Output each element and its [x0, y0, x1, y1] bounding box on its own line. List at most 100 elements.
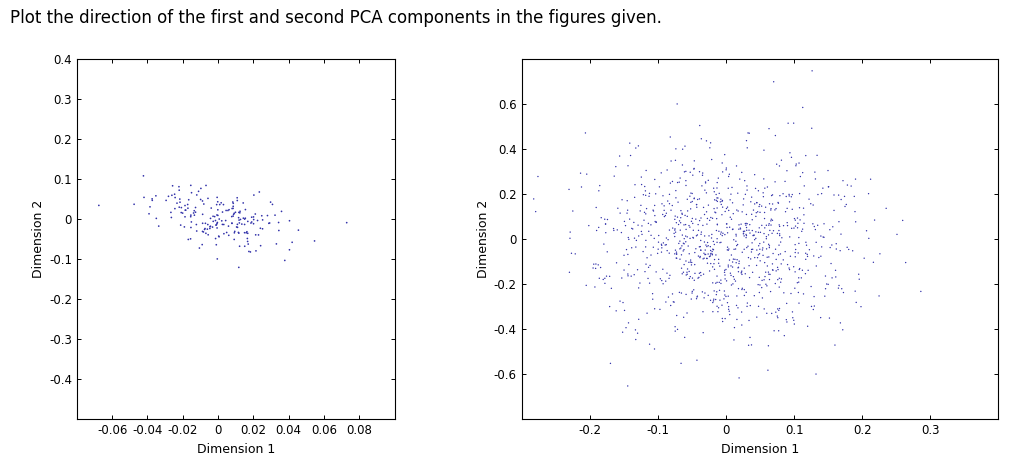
Point — [663, 206, 679, 214]
Point — [646, 235, 663, 242]
Point — [689, 356, 706, 364]
Point — [777, 178, 794, 185]
Point — [200, 231, 216, 238]
Point — [718, 164, 734, 172]
Point — [692, 246, 709, 254]
Point — [252, 225, 268, 232]
Point — [681, 275, 697, 283]
Point — [713, 230, 729, 238]
Point — [682, 258, 698, 266]
Point — [225, 212, 242, 220]
Point — [195, 228, 211, 235]
Point — [760, 231, 776, 239]
Point — [637, 182, 653, 190]
Point — [699, 239, 716, 246]
Point — [620, 382, 636, 390]
Point — [718, 166, 734, 173]
Point — [871, 250, 888, 257]
Point — [739, 129, 756, 137]
Point — [750, 281, 766, 289]
Point — [195, 219, 211, 227]
Point — [607, 163, 624, 171]
Point — [701, 144, 718, 152]
Point — [669, 100, 685, 108]
Point — [665, 224, 681, 232]
Point — [695, 308, 712, 316]
Point — [757, 209, 773, 216]
Point — [837, 203, 853, 210]
Point — [746, 200, 763, 208]
Point — [821, 226, 838, 234]
Point — [672, 227, 688, 234]
Point — [561, 268, 578, 276]
Point — [614, 328, 631, 336]
Point — [208, 221, 224, 229]
Point — [724, 258, 740, 266]
Point — [209, 219, 225, 226]
Point — [770, 327, 786, 335]
Point — [616, 307, 633, 314]
Point — [748, 185, 764, 192]
Point — [682, 235, 698, 242]
Point — [693, 230, 710, 238]
Point — [618, 210, 635, 217]
Point — [719, 277, 735, 285]
Point — [238, 214, 254, 222]
Point — [708, 279, 724, 287]
Point — [754, 202, 770, 210]
Point — [771, 241, 787, 249]
Point — [817, 285, 834, 292]
Point — [244, 213, 260, 221]
Point — [640, 274, 656, 282]
Point — [592, 182, 608, 190]
Point — [635, 191, 651, 199]
X-axis label: Dimension 1: Dimension 1 — [721, 443, 799, 456]
Point — [586, 260, 602, 268]
Point — [708, 251, 724, 259]
Point — [693, 272, 710, 279]
Point — [630, 221, 646, 229]
Point — [702, 250, 719, 257]
Point — [756, 230, 772, 237]
Point — [716, 287, 732, 295]
Point — [261, 219, 278, 227]
Point — [708, 296, 724, 303]
Point — [678, 271, 694, 279]
Point — [225, 210, 242, 218]
Point — [678, 168, 694, 175]
Point — [749, 262, 765, 269]
Point — [209, 220, 225, 228]
Point — [739, 220, 756, 228]
Point — [226, 210, 243, 217]
Point — [663, 179, 679, 187]
Point — [621, 236, 637, 243]
Point — [798, 249, 814, 257]
Point — [668, 246, 684, 254]
Point — [763, 215, 779, 223]
Point — [738, 137, 755, 145]
Point — [758, 235, 774, 243]
Point — [735, 228, 752, 235]
Point — [757, 259, 773, 266]
Point — [820, 281, 837, 288]
Point — [591, 187, 607, 195]
Point — [625, 225, 641, 233]
Point — [743, 193, 760, 201]
Point — [642, 262, 658, 269]
Point — [744, 227, 761, 234]
Point — [220, 231, 237, 239]
Point — [197, 225, 213, 232]
Point — [211, 233, 227, 241]
Point — [665, 202, 681, 210]
Point — [702, 250, 719, 258]
Point — [670, 326, 686, 333]
Point — [195, 210, 211, 218]
Point — [796, 204, 812, 212]
Point — [658, 241, 675, 248]
Point — [638, 191, 654, 199]
Point — [173, 209, 189, 216]
Point — [746, 236, 763, 244]
Point — [707, 265, 723, 273]
Point — [730, 285, 746, 292]
Point — [834, 285, 850, 292]
